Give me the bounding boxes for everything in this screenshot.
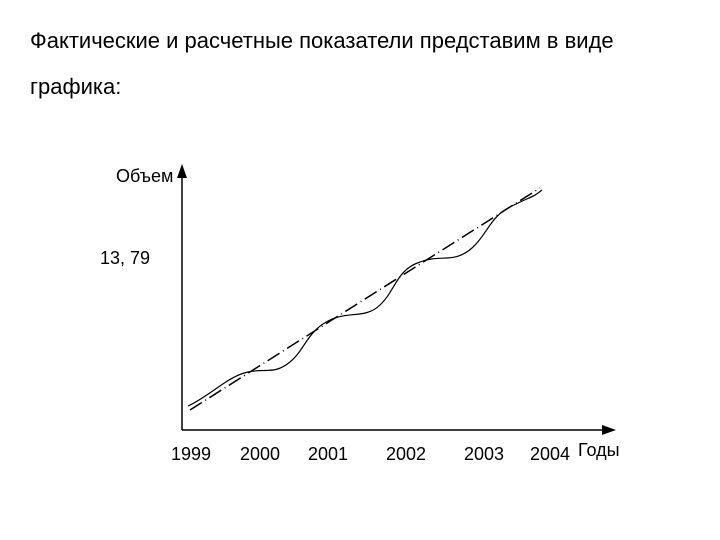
x-tick-2004: 2004 [525,444,575,465]
page: Фактические и расчетные показатели предс… [0,0,720,540]
page-title: Фактические и расчетные показатели предс… [30,18,690,110]
y-axis-arrow-icon [177,164,187,178]
y-axis-label: Объем [116,166,173,187]
y-tick-label: 13, 79 [100,248,150,269]
x-tick-2000: 2000 [235,444,285,465]
x-tick-2002: 2002 [381,444,431,465]
x-axis-title: Годы [578,440,620,461]
x-tick-1999: 1999 [166,444,216,465]
x-tick-2003: 2003 [459,444,509,465]
chart: Объем 13, 79 1999 2000 2001 2002 2003 20… [80,160,640,500]
actual-data-curve [188,190,542,406]
x-axis-arrow-icon [602,425,616,435]
trend-line [190,188,540,410]
x-tick-2001: 2001 [303,444,353,465]
